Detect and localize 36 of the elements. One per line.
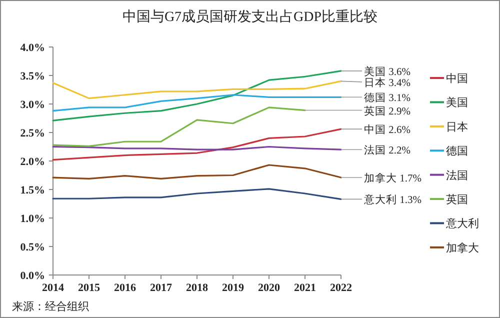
legend-label: 加拿大 bbox=[446, 241, 479, 254]
x-tick-label: 2016 bbox=[114, 282, 136, 294]
y-tick-label: 0.0% bbox=[20, 270, 45, 282]
y-tick-label: 2.5% bbox=[20, 128, 45, 140]
x-tick-label: 2017 bbox=[150, 282, 172, 294]
source-note: 来源：经合组织 bbox=[12, 300, 89, 313]
legend-label: 意大利 bbox=[445, 217, 479, 230]
legend-label: 德国 bbox=[446, 146, 468, 158]
annotation: 美国 3.6% bbox=[364, 64, 411, 78]
y-tick-label: 0.5% bbox=[20, 242, 45, 254]
annotation: 加拿大 1.7% bbox=[364, 172, 422, 185]
annotation: 英国 2.9% bbox=[364, 104, 411, 118]
x-tick-label: 2018 bbox=[186, 282, 208, 294]
legend-label: 中国 bbox=[446, 72, 468, 85]
annotation: 法国 2.2% bbox=[364, 144, 411, 157]
x-tick-label: 2014 bbox=[42, 282, 64, 294]
chart-title: 中国与G7成员国研发支出占GDP比重比较 bbox=[122, 9, 378, 25]
y-tick-label: 3.5% bbox=[20, 70, 45, 82]
legend-label: 美国 bbox=[446, 96, 468, 110]
y-tick-label: 1.0% bbox=[20, 213, 45, 225]
annotation: 中国 2.6% bbox=[364, 123, 411, 136]
y-tick-label: 2.0% bbox=[20, 156, 45, 168]
x-tick-label: 2015 bbox=[78, 282, 100, 294]
x-tick-label: 2021 bbox=[294, 282, 316, 294]
x-tick-label: 2019 bbox=[222, 282, 244, 294]
x-tick-label: 2022 bbox=[330, 282, 352, 294]
y-tick-label: 3.0% bbox=[20, 99, 45, 111]
x-tick-label: 2020 bbox=[258, 282, 280, 294]
annotation: 日本 3.4% bbox=[364, 76, 411, 89]
legend-label: 日本 bbox=[446, 120, 468, 134]
y-tick-label: 4.0% bbox=[20, 42, 45, 54]
legend-label: 法国 bbox=[446, 168, 468, 182]
annotation: 意大利 1.3% bbox=[363, 193, 422, 206]
legend-label: 英国 bbox=[446, 193, 468, 206]
annotation: 德国 3.1% bbox=[364, 92, 411, 104]
y-tick-label: 1.5% bbox=[20, 184, 45, 196]
